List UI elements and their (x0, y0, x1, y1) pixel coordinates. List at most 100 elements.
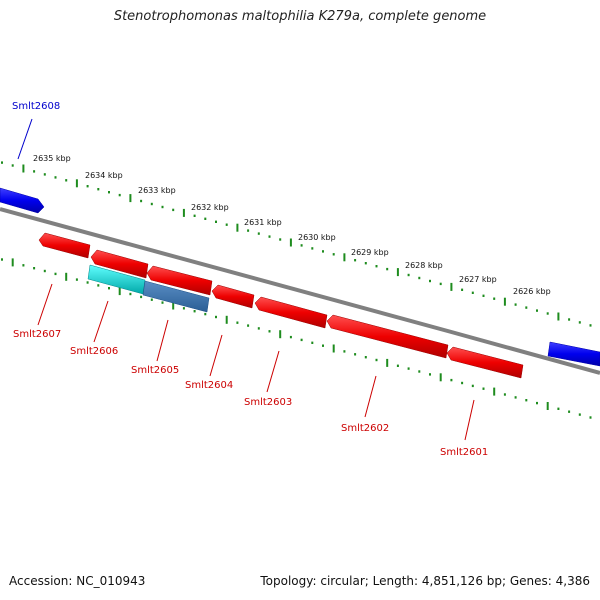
label-leader-line (37, 283, 53, 326)
scale-minor-tick (182, 307, 185, 310)
scale-minor-tick (33, 267, 36, 270)
scale-minor-tick (568, 318, 571, 321)
scale-label: 2629 kbp (351, 248, 389, 257)
gene-label-smlt2602: Smlt2602 (341, 423, 389, 434)
scale-minor-tick (97, 188, 100, 191)
scale-minor-tick (1, 258, 3, 261)
scale-minor-tick (343, 350, 346, 353)
scale-minor-tick (118, 193, 121, 197)
gene-arrow-smlt2601[interactable] (446, 346, 524, 379)
scale-minor-tick (536, 401, 538, 405)
scale-minor-tick (129, 292, 132, 296)
gene-arrow-smlt2606[interactable] (90, 249, 149, 279)
scale-major-tick (332, 344, 335, 353)
scale-minor-tick (97, 284, 100, 287)
scale-major-tick (386, 358, 389, 367)
scale-major-tick (118, 287, 121, 296)
gene-label-smlt2603: Smlt2603 (244, 397, 292, 408)
label-leader-line (464, 399, 475, 441)
scale-minor-tick (86, 281, 89, 284)
scale-minor-tick (311, 341, 314, 344)
scale-label: 2631 kbp (244, 218, 282, 227)
scale-minor-tick (375, 265, 378, 268)
scale-minor-tick (354, 353, 357, 356)
scale-major-tick (172, 301, 175, 310)
scale-minor-tick (172, 208, 175, 212)
scale-minor-tick (568, 410, 571, 413)
scale-minor-tick (193, 214, 196, 217)
scale-minor-tick (364, 356, 367, 359)
scale-minor-tick (108, 287, 110, 290)
scale-minor-tick (407, 273, 410, 277)
scale-minor-tick (450, 378, 453, 382)
scale-minor-tick (1, 161, 3, 164)
scale-minor-tick (225, 223, 228, 226)
scale-minor-tick (407, 367, 410, 370)
scale-minor-tick (332, 253, 335, 256)
scale-label: 2634 kbp (85, 171, 123, 180)
scale-major-tick (65, 272, 68, 281)
scale-minor-tick (22, 264, 25, 267)
gene-arrow-forward-right[interactable] (547, 341, 600, 367)
gene-arrow-smlt2604[interactable] (211, 284, 255, 309)
scale-minor-tick (204, 312, 207, 316)
scale-minor-tick (86, 185, 89, 188)
scale-minor-tick (140, 199, 143, 203)
scale-minor-tick (65, 179, 68, 182)
feature-steel-blue[interactable] (142, 280, 210, 313)
scale-minor-tick (589, 416, 592, 419)
scale-major-tick (557, 312, 560, 321)
scale-label: 2633 kbp (138, 186, 176, 195)
scale-minor-tick (257, 327, 260, 330)
scale-major-tick (450, 282, 453, 291)
scale-minor-tick (482, 294, 485, 297)
scale-minor-tick (300, 338, 303, 342)
scale-minor-tick (514, 396, 517, 399)
scale-minor-tick (268, 235, 271, 238)
gene-arrow-smlt2605[interactable] (146, 265, 213, 296)
scale-minor-tick (289, 335, 292, 339)
scale-minor-tick (54, 272, 57, 276)
scale-minor-tick (418, 370, 421, 373)
scale-major-tick (236, 223, 239, 232)
scale-label: 2626 kbp (513, 287, 551, 296)
scale-minor-tick (247, 324, 250, 327)
label-leader-line (364, 375, 377, 418)
scale-major-tick (182, 208, 185, 217)
scale-minor-tick (461, 381, 464, 385)
scale-minor-tick (525, 399, 528, 402)
scale-major-tick (439, 373, 442, 382)
label-leader-line (17, 118, 33, 160)
scale-minor-tick (375, 358, 378, 362)
scale-minor-tick (247, 229, 250, 232)
scale-minor-tick (364, 262, 367, 265)
gene-arrow-smlt2603[interactable] (254, 296, 328, 329)
scale-minor-tick (386, 267, 389, 271)
scale-minor-tick (396, 364, 399, 367)
scale-minor-tick (503, 393, 506, 396)
scale-major-tick (343, 253, 346, 262)
scale-minor-tick (150, 298, 153, 301)
scale-label: 2630 kbp (298, 233, 336, 242)
scale-minor-tick (150, 202, 153, 206)
scale-major-tick (11, 258, 14, 267)
scale-label: 2627 kbp (459, 275, 497, 284)
scale-minor-tick (536, 309, 538, 312)
scale-minor-tick (75, 278, 78, 281)
gene-arrow-smlt2608[interactable] (0, 187, 45, 214)
scale-minor-tick (43, 269, 46, 273)
gene-label-smlt2606: Smlt2606 (70, 346, 118, 357)
scale-major-tick (22, 164, 25, 173)
scale-minor-tick (268, 330, 271, 333)
scale-major-tick (225, 315, 228, 324)
scale-minor-tick (354, 259, 357, 262)
gene-label-smlt2608: Smlt2608 (12, 101, 60, 112)
scale-minor-tick (215, 220, 217, 223)
scale-minor-tick (471, 384, 474, 388)
scale-minor-tick (482, 387, 485, 390)
scale-minor-tick (193, 310, 196, 313)
scale-minor-tick (525, 306, 528, 309)
gene-arrow-smlt2602[interactable] (326, 314, 449, 359)
gene-arrow-smlt2607[interactable] (38, 232, 91, 259)
accession-text: Accession: NC_010943 (9, 574, 146, 588)
